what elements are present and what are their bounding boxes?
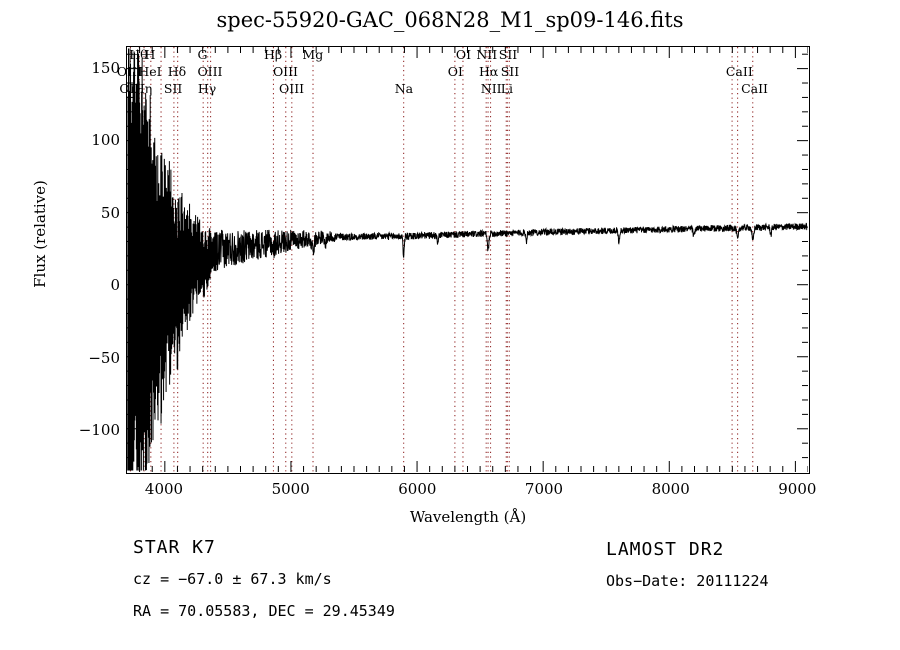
spectrum-canvas [127, 47, 808, 472]
y-tick-label: 150 [91, 58, 120, 77]
line-id-label: OIII [116, 64, 142, 79]
line-id-label: HeI [138, 64, 162, 79]
x-tick-label: 6000 [398, 480, 437, 498]
line-id-label: Hη [133, 81, 153, 96]
line-id-label: OIII [279, 81, 305, 96]
line-id-label: Hδ [167, 64, 187, 79]
line-id-label: NII [476, 47, 498, 62]
line-id-label: Mg [302, 47, 324, 62]
line-id-label: Hθ [129, 47, 148, 62]
line-id-label: Na [394, 81, 414, 96]
x-tick-label: 4000 [144, 480, 184, 498]
line-id-label: SII [163, 81, 183, 96]
y-tick-label: 100 [91, 131, 120, 150]
line-id-label: G [197, 47, 208, 62]
y-tick-label-layer: 150 100 50 0 −50 −100 [55, 0, 120, 650]
y-tick-label: −100 [78, 421, 120, 440]
line-id-label: OIII [197, 64, 223, 79]
line-id-label: CaII [725, 64, 753, 79]
x-tick-label: 5000 [271, 480, 310, 498]
obs-date-label: Obs−Date: 20111224 [606, 572, 769, 590]
radial-velocity-label: cz = −67.0 ± 67.3 km/s [133, 570, 332, 588]
line-id-label: Li [500, 81, 514, 96]
x-tick-label: 9000 [778, 480, 817, 498]
line-id-label: CaII [741, 81, 768, 96]
survey-label: LAMOST DR2 [606, 539, 725, 560]
x-tick-label: 8000 [651, 480, 690, 498]
line-id-label: Hα [478, 64, 499, 79]
line-id-label: SII [498, 47, 518, 62]
y-tick-label: −50 [88, 348, 120, 367]
line-id-label: OI [455, 47, 472, 62]
x-tick-label: 7000 [524, 480, 564, 498]
line-id-label: NII [480, 81, 502, 96]
x-axis-title: Wavelength (Å) [409, 508, 527, 526]
y-axis-title: Flux (relative) [31, 180, 49, 288]
spectrum-trace [127, 48, 808, 471]
plot-area [126, 46, 810, 474]
line-id-label: H [144, 47, 156, 62]
y-tick-label: 50 [100, 203, 120, 222]
line-id-label: OII [119, 81, 140, 96]
object-class-label: STAR K7 [133, 537, 216, 558]
line-id-label: SII [500, 64, 520, 79]
line-id-label: Hγ [197, 81, 217, 96]
line-id-label: Hβ [263, 47, 283, 62]
line-id-label: OI [447, 64, 463, 79]
y-tick-label: 0 [110, 276, 120, 295]
coordinates-label: RA = 70.05583, DEC = 29.45349 [133, 602, 395, 620]
page-title: spec-55920-GAC_068N28_M1_sp09-146.fits [216, 8, 684, 32]
line-id-label: OIII [272, 64, 298, 79]
